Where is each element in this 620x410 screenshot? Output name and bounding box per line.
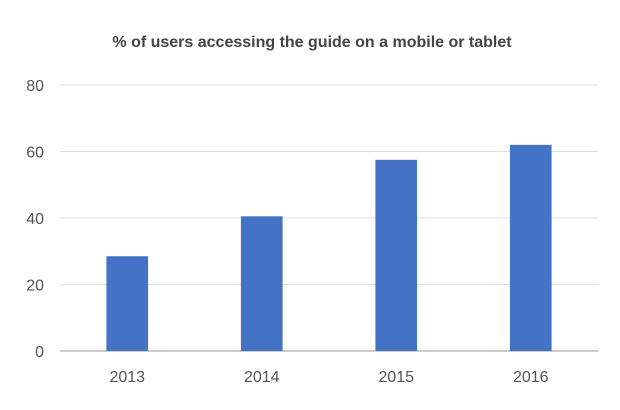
bars: [106, 144, 552, 351]
x-axis-ticks: 2013 2014 2015 2016: [109, 369, 548, 386]
y-tick-label: 60: [26, 145, 44, 162]
x-tick-label: 2016: [513, 369, 549, 386]
x-tick-label: 2013: [109, 369, 145, 386]
bar-2015: [375, 159, 418, 351]
y-axis-ticks: 0 20 40 60 80: [26, 78, 44, 361]
y-tick-label: 20: [26, 278, 44, 295]
x-tick-label: 2014: [244, 369, 280, 386]
y-tick-label: 0: [35, 344, 44, 361]
y-tick-label: 80: [26, 78, 44, 95]
bar-2014: [240, 216, 283, 351]
bar-2013: [106, 256, 149, 351]
gridlines: [60, 84, 598, 352]
y-tick-label: 40: [26, 211, 44, 228]
chart-title: % of users accessing the guide on a mobi…: [112, 34, 512, 51]
x-tick-label: 2015: [378, 369, 414, 386]
bar-2016: [509, 144, 552, 351]
